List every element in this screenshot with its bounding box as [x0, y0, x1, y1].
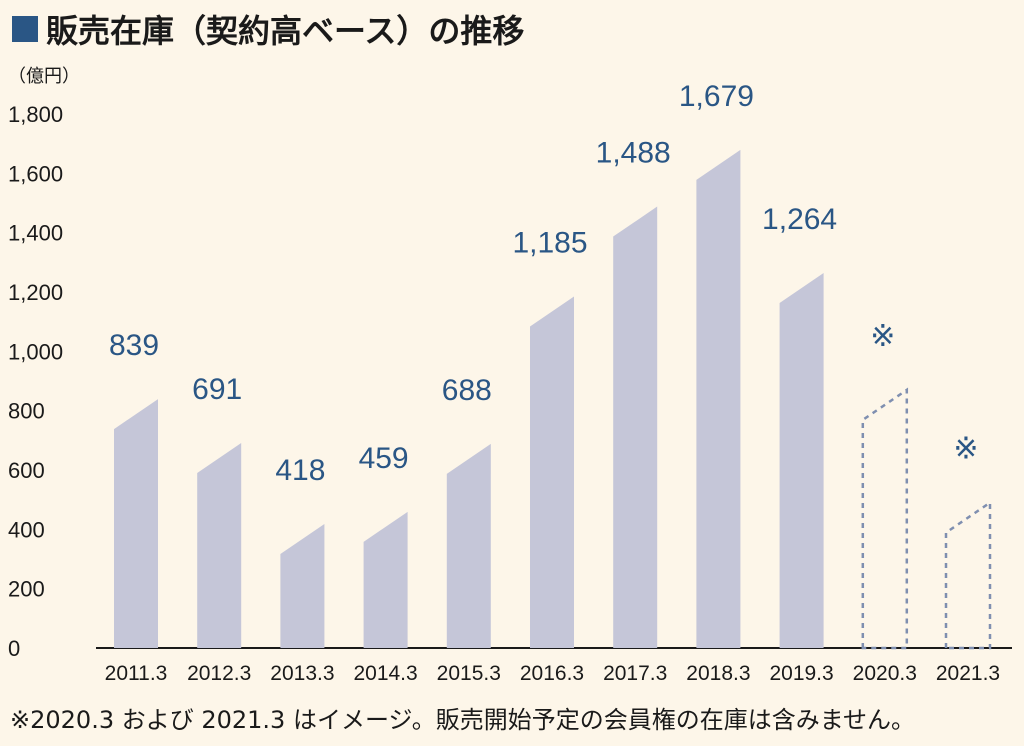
bar	[114, 399, 158, 648]
x-category-label: 2014.3	[353, 662, 417, 685]
chart-title: 販売在庫（契約高ベース）の推移	[12, 6, 524, 52]
x-category-label: 2015.3	[437, 662, 501, 685]
projected-bar	[861, 387, 909, 650]
y-tick-label: 600	[8, 458, 45, 483]
x-category-label: 2012.3	[187, 662, 251, 685]
bar-value-label: 1,185	[512, 226, 587, 259]
x-category-label: 2018.3	[686, 662, 750, 685]
bar	[613, 206, 658, 648]
y-tick-label: 800	[8, 399, 45, 424]
bar	[530, 296, 574, 648]
y-tick-label: 1,600	[8, 161, 63, 186]
x-category-label: 2020.3	[853, 662, 917, 685]
x-category-label: 2016.3	[520, 662, 584, 685]
projected-bar	[944, 500, 992, 650]
bar	[446, 443, 491, 648]
bar	[696, 149, 741, 648]
bar	[363, 511, 408, 648]
bar-value-label: 839	[109, 329, 159, 362]
bar-value-label: 688	[442, 374, 492, 407]
x-category-label: 2021.3	[936, 662, 1000, 685]
footnote: ※2020.3 および 2021.3 はイメージ。販売開始予定の会員権の在庫は含…	[10, 706, 916, 734]
y-tick-label: 1,400	[8, 221, 63, 246]
bar-chart: （億円） 0 200 400 600 800 1,000 1,200 1,400 1,600 1,8…	[8, 66, 1012, 685]
y-tick-label: 0	[8, 636, 20, 661]
x-category-label: 2017.3	[603, 662, 667, 685]
bar	[197, 443, 242, 648]
chart-title-text: 販売在庫（契約高ベース）の推移	[46, 12, 525, 50]
projection-mark-label: ※	[953, 432, 978, 467]
projection-mark-label: ※	[870, 319, 895, 354]
y-tick-label: 1,200	[8, 280, 63, 305]
y-tick-label: 1,800	[8, 102, 63, 127]
bar-value-label: 1,264	[762, 203, 837, 236]
bar	[779, 273, 824, 648]
y-axis-unit-label: （億円）	[8, 66, 80, 87]
bar-value-label: 459	[359, 442, 409, 475]
x-category-label: 2019.3	[769, 662, 833, 685]
bar-value-label: 1,679	[679, 80, 754, 113]
bar-value-label: 418	[275, 454, 325, 487]
y-tick-label: 400	[8, 517, 45, 542]
bar-value-label: 1,488	[596, 137, 671, 170]
x-category-label: 2011.3	[105, 662, 168, 685]
bar	[280, 523, 325, 648]
bar-value-label: 691	[192, 373, 242, 406]
y-tick-label: 1,000	[8, 339, 63, 364]
x-category-label: 2013.3	[270, 662, 334, 685]
y-tick-label: 200	[8, 577, 45, 602]
title-square-icon	[12, 16, 38, 42]
